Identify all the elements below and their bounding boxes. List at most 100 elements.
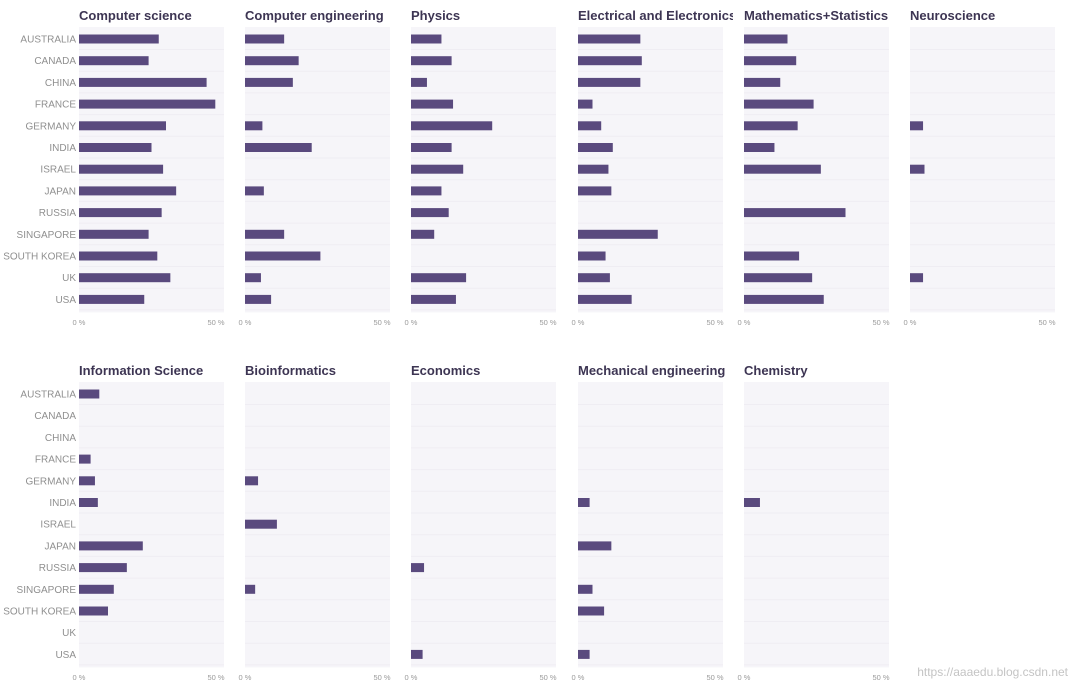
x-tick-label: 50 % — [207, 318, 224, 327]
bar-computer-engineering-singapore — [245, 229, 285, 239]
bar-mechanical-engineering-japan — [578, 541, 612, 551]
category-label-south-korea: SOUTH KOREA — [3, 252, 76, 263]
category-label-singapore: SINGAPORE — [17, 585, 77, 596]
bar-mathematics-statistics-russia — [744, 208, 846, 218]
bar-physics-usa — [411, 294, 456, 304]
category-label-china: CHINA — [45, 433, 76, 444]
bar-bioinformatics-germany — [245, 476, 259, 486]
panel-background-economics — [411, 382, 556, 668]
category-label-germany: GERMANY — [25, 121, 76, 132]
bar-economics-usa — [411, 649, 423, 659]
x-tick-label: 0 % — [405, 318, 418, 327]
bar-computer-science-japan — [79, 186, 177, 196]
bar-mechanical-engineering-singapore — [578, 584, 593, 594]
x-tick-label: 50 % — [373, 673, 390, 682]
bar-mechanical-engineering-south-korea — [578, 606, 605, 616]
panel-title-neuroscience: Neuroscience — [910, 8, 995, 23]
bar-mathematics-statistics-south-korea — [744, 251, 800, 261]
bar-electrical-and-electronics-france — [578, 99, 593, 109]
bar-physics-japan — [411, 186, 442, 196]
category-label-india: INDIA — [49, 143, 76, 154]
bar-computer-science-australia — [79, 34, 159, 44]
bar-physics-china — [411, 77, 427, 87]
bar-computer-science-canada — [79, 56, 149, 66]
category-label-japan: JAPAN — [45, 541, 77, 552]
bar-computer-science-france — [79, 99, 216, 109]
bar-physics-israel — [411, 164, 464, 174]
bar-economics-russia — [411, 563, 425, 573]
bar-mechanical-engineering-usa — [578, 649, 590, 659]
bar-computer-science-uk — [79, 273, 171, 283]
x-tick-label: 0 % — [738, 673, 751, 682]
bar-computer-science-russia — [79, 208, 162, 218]
panel-background-computer-engineering — [245, 27, 390, 313]
category-label-canada: CANADA — [34, 56, 76, 67]
category-label-russia: RUSSIA — [39, 563, 77, 574]
bar-electrical-and-electronics-usa — [578, 294, 632, 304]
bar-electrical-and-electronics-germany — [578, 121, 602, 131]
bar-information-science-south-korea — [79, 606, 108, 616]
category-label-china: CHINA — [45, 78, 76, 89]
bar-mathematics-statistics-india — [744, 143, 775, 152]
category-label-south-korea: SOUTH KOREA — [3, 607, 76, 618]
bar-information-science-germany — [79, 476, 95, 486]
x-tick-label: 50 % — [373, 318, 390, 327]
category-label-australia: AUSTRALIA — [20, 35, 76, 46]
bar-electrical-and-electronics-uk — [578, 273, 610, 283]
x-tick-label: 50 % — [539, 318, 556, 327]
panel-background-mechanical-engineering — [578, 382, 723, 668]
x-tick-label: 50 % — [207, 673, 224, 682]
bar-information-science-japan — [79, 541, 143, 551]
x-tick-label: 0 % — [738, 318, 751, 327]
x-tick-label: 50 % — [872, 318, 889, 327]
panel-title-electrical-and-electronics: Electrical and Electronics — [578, 8, 736, 23]
bar-electrical-and-electronics-japan — [578, 186, 612, 196]
x-tick-label: 0 % — [239, 318, 252, 327]
bar-electrical-and-electronics-canada — [578, 56, 642, 66]
bar-computer-engineering-usa — [245, 294, 272, 304]
bar-electrical-and-electronics-israel — [578, 164, 609, 174]
x-tick-label: 50 % — [872, 673, 889, 682]
x-tick-label: 0 % — [572, 673, 585, 682]
bar-computer-engineering-japan — [245, 186, 264, 196]
bar-mathematics-statistics-france — [744, 99, 814, 109]
bar-computer-science-israel — [79, 164, 164, 174]
bar-electrical-and-electronics-singapore — [578, 229, 658, 239]
bar-computer-engineering-uk — [245, 273, 261, 283]
bar-information-science-australia — [79, 389, 100, 399]
category-label-uk: UK — [62, 273, 76, 284]
category-label-france: FRANCE — [35, 455, 76, 466]
x-tick-label: 50 % — [706, 318, 723, 327]
bar-computer-engineering-canada — [245, 56, 299, 66]
bar-mechanical-engineering-india — [578, 498, 590, 507]
bar-neuroscience-uk — [910, 273, 924, 283]
bar-information-science-india — [79, 498, 98, 507]
watermark-text: https://aaaedu.blog.csdn.net — [917, 665, 1068, 679]
bar-electrical-and-electronics-australia — [578, 34, 641, 44]
bar-mathematics-statistics-australia — [744, 34, 788, 44]
bar-physics-germany — [411, 121, 493, 131]
category-label-germany: GERMANY — [25, 476, 76, 487]
bar-computer-science-india — [79, 143, 152, 152]
panel-title-mathematics-statistics: Mathematics+Statistics — [744, 8, 888, 23]
category-label-singapore: SINGAPORE — [17, 230, 77, 241]
bar-chemistry-india — [744, 498, 760, 507]
bar-computer-science-germany — [79, 121, 166, 131]
bar-neuroscience-israel — [910, 164, 925, 174]
bar-computer-science-south-korea — [79, 251, 158, 261]
bar-mathematics-statistics-china — [744, 77, 781, 87]
bar-physics-russia — [411, 208, 449, 218]
panel-title-economics: Economics — [411, 363, 480, 378]
bar-mathematics-statistics-canada — [744, 56, 797, 66]
category-label-uk: UK — [62, 628, 76, 639]
panel-title-chemistry: Chemistry — [744, 363, 808, 378]
bar-bioinformatics-israel — [245, 519, 277, 529]
bar-neuroscience-germany — [910, 121, 924, 131]
x-tick-label: 0 % — [572, 318, 585, 327]
x-tick-label: 50 % — [1038, 318, 1055, 327]
bar-computer-engineering-south-korea — [245, 251, 321, 261]
x-tick-label: 0 % — [239, 673, 252, 682]
panel-title-information-science: Information Science — [79, 363, 203, 378]
bar-physics-canada — [411, 56, 452, 66]
